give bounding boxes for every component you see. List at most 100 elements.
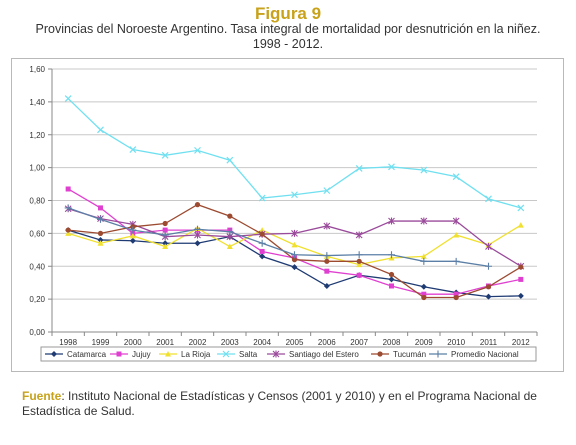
x-tick-label: 2003	[221, 338, 239, 347]
series-line	[67, 207, 489, 267]
y-tick-label: 0,60	[29, 229, 45, 238]
y-tick-label: 0,20	[29, 295, 45, 304]
data-point	[388, 251, 395, 259]
data-point	[452, 257, 460, 265]
legend-label: Tucumán	[393, 350, 426, 359]
series-tucuman	[65, 202, 524, 301]
source-label: Fuente	[22, 389, 62, 403]
x-tick-label: 2005	[286, 338, 304, 347]
data-point	[194, 146, 201, 154]
data-point	[161, 231, 169, 239]
data-point	[227, 213, 233, 219]
data-point	[452, 217, 460, 225]
data-point	[129, 237, 136, 244]
data-point	[226, 228, 234, 236]
data-point	[485, 195, 492, 203]
data-point	[259, 253, 266, 260]
x-tick-label: 2010	[447, 338, 465, 347]
data-point	[65, 227, 71, 233]
data-point	[421, 291, 427, 297]
data-point	[355, 231, 363, 239]
data-point	[97, 215, 104, 223]
y-tick-label: 0,00	[29, 328, 45, 337]
data-point	[355, 165, 363, 172]
legend-entry: Salta	[217, 350, 258, 359]
y-tick-label: 1,60	[29, 65, 45, 74]
data-point	[517, 204, 525, 212]
legend-entry: Catamarca	[45, 350, 107, 359]
line-chart: 0,00 0,20 0,40 0,60 0,80 1,00 1,20 1,40 1,60 1998…	[29, 65, 538, 362]
data-point	[64, 95, 72, 103]
data-point	[259, 231, 265, 237]
data-point	[323, 222, 331, 230]
series-la-rioja	[65, 222, 524, 268]
data-point	[259, 227, 266, 233]
data-point	[226, 243, 233, 250]
data-point	[518, 264, 524, 270]
data-point	[453, 291, 459, 297]
data-point	[291, 191, 298, 199]
data-point	[323, 252, 331, 260]
legend-marker	[434, 350, 442, 358]
data-point	[194, 240, 201, 247]
data-point	[355, 251, 363, 259]
data-point	[97, 240, 104, 246]
figure-subtitle: Provincias del Noroeste Argentino. Tasa …	[35, 22, 541, 51]
data-point	[420, 253, 427, 259]
x-tick-label: 2012	[512, 338, 530, 347]
data-point	[421, 294, 427, 301]
data-point	[388, 276, 395, 283]
data-point	[65, 186, 71, 192]
data-point	[324, 258, 330, 264]
chart-frame	[11, 58, 564, 372]
legend-entry: Santiago del Estero	[267, 350, 359, 359]
source-note: Fuente: Instituto Nacional de Estadístic…	[22, 389, 562, 419]
legend-label: Santiago del Estero	[289, 350, 359, 359]
data-point	[258, 194, 266, 202]
data-point	[259, 248, 265, 254]
data-point	[291, 264, 298, 271]
data-point	[194, 225, 201, 233]
data-point	[64, 204, 72, 212]
x-tick-label: 2001	[156, 338, 174, 347]
x-tick-label: 2007	[350, 338, 368, 347]
x-tick-label: 2002	[189, 338, 207, 347]
data-point	[194, 202, 201, 208]
x-tick-label: 2009	[415, 338, 433, 347]
data-point	[162, 243, 169, 250]
series-line	[67, 229, 521, 298]
data-point	[291, 229, 298, 237]
x-tick-label: 2004	[253, 338, 271, 347]
data-point	[97, 126, 104, 134]
data-point	[517, 222, 524, 228]
legend-entry: Promedio Nacional	[429, 350, 519, 359]
data-point	[258, 239, 266, 247]
x-tick-label: 2006	[318, 338, 336, 347]
data-point	[453, 294, 459, 301]
data-point	[388, 217, 395, 225]
legend-box	[40, 346, 537, 362]
y-tick-label: 1,40	[29, 98, 45, 107]
source-text: : Instituto Nacional de Estadísticas y C…	[22, 389, 537, 418]
legend-marker	[51, 351, 57, 357]
data-point	[517, 292, 524, 299]
legend-entry: Jujuy	[110, 350, 151, 359]
data-point	[97, 236, 104, 243]
data-point	[356, 272, 362, 278]
data-point	[420, 257, 428, 265]
data-point	[129, 232, 136, 239]
figure-title: Figura 9	[254, 4, 322, 23]
data-point	[485, 262, 492, 270]
data-point	[388, 163, 395, 171]
legend-label: Promedio Nacional	[451, 350, 519, 359]
data-point	[452, 173, 460, 181]
data-point	[291, 241, 298, 248]
data-point	[97, 230, 104, 236]
legend-marker	[165, 351, 171, 357]
data-point	[420, 166, 428, 174]
data-point	[129, 226, 137, 234]
data-point	[226, 156, 234, 164]
data-point	[453, 232, 460, 238]
series-promedio-nacional	[64, 204, 492, 270]
legend-marker	[222, 350, 230, 358]
